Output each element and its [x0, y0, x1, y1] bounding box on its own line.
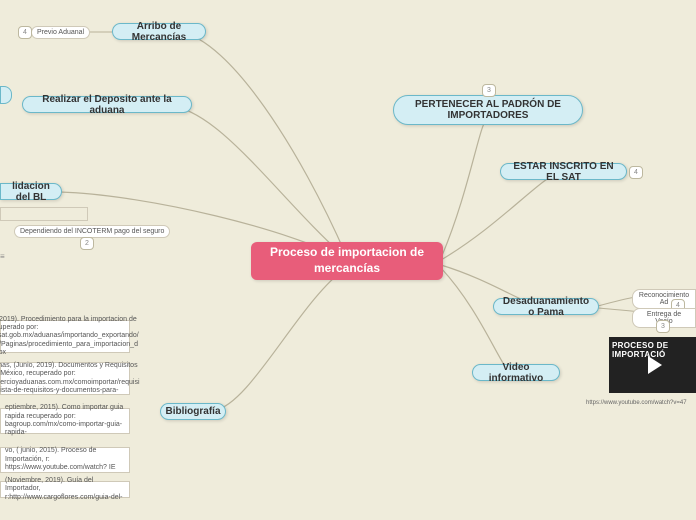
node-video-label: Video informativo: [481, 362, 551, 384]
ref-3: vo, ( junio, 2015). Proceso de Importaci…: [0, 447, 130, 473]
root-node[interactable]: Proceso de importacion de mercancías: [251, 242, 443, 280]
node-sat[interactable]: ESTAR INSCRITO EN EL SAT: [500, 163, 627, 180]
node-video[interactable]: Video informativo: [472, 364, 560, 381]
badge-incoterm: 2: [80, 237, 94, 250]
video-thumb-t1: PROCESO DE: [612, 341, 668, 350]
ref-0: e, 2019). Procedimiento para la importac…: [0, 320, 130, 353]
badge-previo: 4: [18, 26, 32, 39]
hamburger-icon: ≡: [0, 252, 5, 261]
badge-vacio: 3: [656, 320, 670, 333]
node-biblio-label: Bibliografía: [166, 406, 221, 417]
node-bl-label: lidacion del BL: [9, 181, 53, 203]
node-previo-label: Previo Aduanal: [37, 29, 84, 36]
box-empty: [0, 207, 88, 221]
node-incoterm-label: Dependiendo del INCOTERM pago del seguro: [20, 228, 164, 235]
badge-padron: 3: [482, 84, 496, 97]
node-desad-label: Desaduanamiento o Pama: [502, 296, 590, 318]
node-previo[interactable]: Previo Aduanal: [31, 26, 90, 39]
node-incoterm[interactable]: Dependiendo del INCOTERM pago del seguro: [14, 225, 170, 238]
node-bl[interactable]: lidacion del BL: [0, 183, 62, 200]
root-title: Proceso de importacion de mercancías: [259, 245, 435, 276]
node-padron-label: PERTENECER AL PADRÓN DE IMPORTADORES: [402, 99, 574, 121]
node-deposito-label: Realizar el Deposito ante la aduana: [31, 94, 183, 116]
cut-node-left: [0, 86, 12, 104]
ref-1: uanas, (Junio, 2019). Documentos y Requi…: [0, 362, 130, 395]
node-padron[interactable]: PERTENECER AL PADRÓN DE IMPORTADORES: [393, 95, 583, 125]
node-arribo-label: Arribo de Mercancías: [121, 21, 197, 43]
ref-4: (Noviembre, 2019). Guía del Importador, …: [0, 481, 130, 498]
node-biblio[interactable]: Bibliografía: [160, 403, 226, 420]
video-thumb-t2: IMPORTACIÓ: [612, 350, 666, 359]
badge-sat: 4: [629, 166, 643, 179]
node-reco[interactable]: Reconocimiento Ad: [632, 289, 696, 309]
video-thumb[interactable]: PROCESO DEIMPORTACIÓ: [609, 337, 696, 393]
node-deposito[interactable]: Realizar el Deposito ante la aduana: [22, 96, 192, 113]
node-desad[interactable]: Desaduanamiento o Pama: [493, 298, 599, 315]
node-arribo[interactable]: Arribo de Mercancías: [112, 23, 206, 40]
video-url: https://www.youtube.com/watch?v=47: [586, 400, 687, 406]
node-sat-label: ESTAR INSCRITO EN EL SAT: [509, 161, 618, 183]
ref-2: eptiembre, 2015). Como importar guia rap…: [0, 408, 130, 434]
